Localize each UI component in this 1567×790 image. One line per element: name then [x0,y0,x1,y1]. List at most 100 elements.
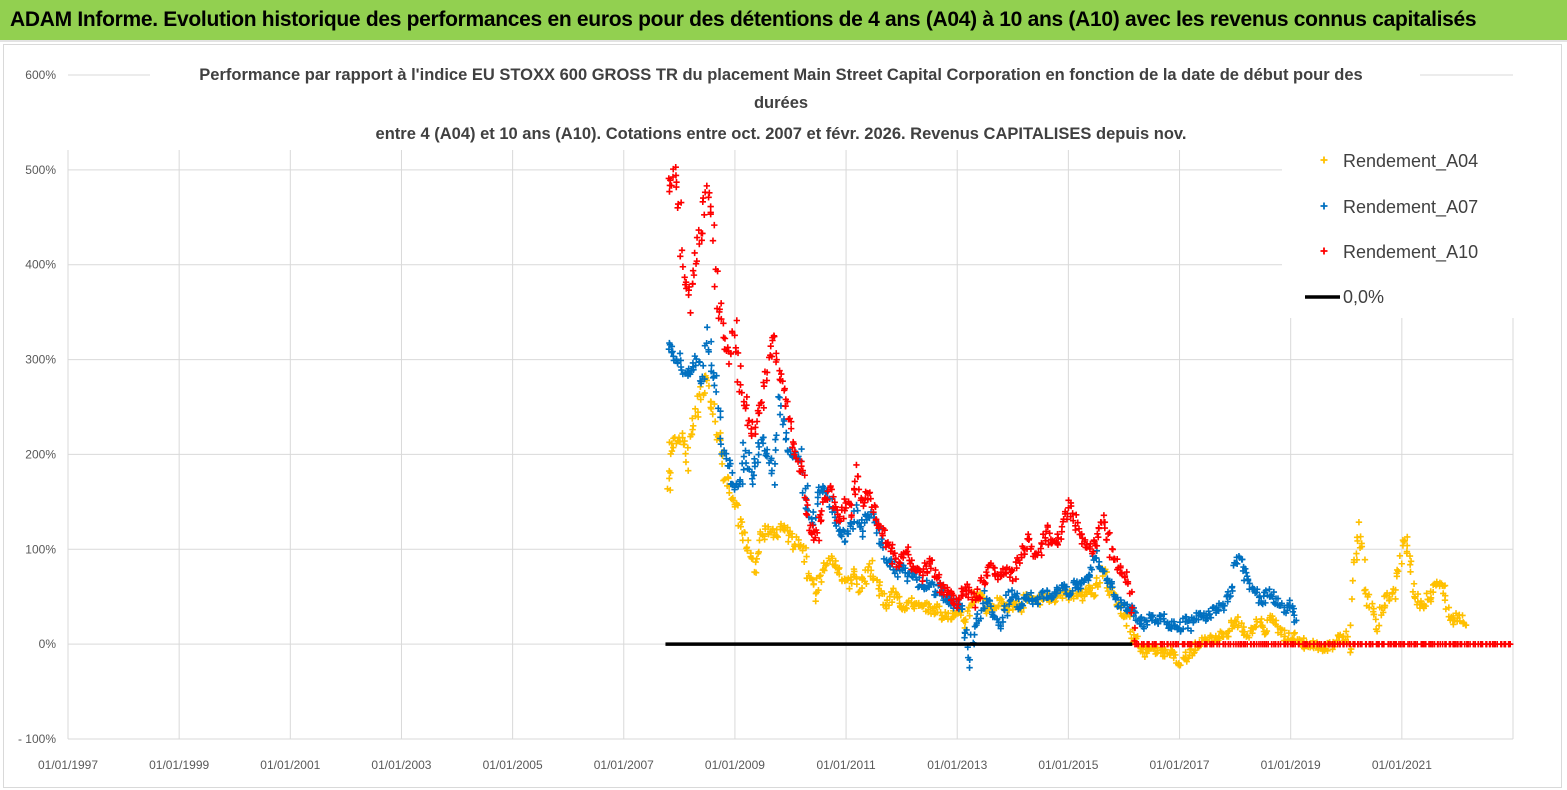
data-point-a07 [844,527,851,535]
data-point-a10 [809,522,816,529]
data-point-a10 [798,458,805,465]
data-point-a04 [733,500,740,508]
data-point-a10 [711,221,718,229]
y-tick-label: 300% [25,353,56,367]
data-point-a10 [696,240,703,248]
data-point-a10 [786,415,793,422]
data-point-a10 [974,585,981,593]
data-point-a10 [828,486,835,493]
data-point-a07 [826,503,833,511]
data-point-a07 [754,459,762,466]
data-point-a04 [1281,633,1289,640]
data-point-a04 [847,576,855,584]
data-point-a04 [725,475,732,482]
data-point-a10 [743,401,750,409]
data-point-a10 [744,422,751,429]
data-point-a10 [672,164,679,171]
data-point-a07 [1086,573,1093,581]
data-point-a04 [1234,613,1242,621]
data-point-a10 [867,495,874,502]
data-point-a04 [1400,538,1407,545]
data-point-a04 [1094,583,1102,591]
chart-frame [3,44,1562,788]
data-point-a04 [802,544,810,552]
data-point-a04 [1238,619,1245,627]
data-point-a04 [1349,577,1356,584]
data-point-a04 [828,553,835,560]
data-point-a10 [1002,570,1010,577]
data-point-a07 [779,421,787,428]
data-point-a04 [692,405,699,412]
data-point-a10 [1016,559,1023,567]
data-point-a04 [883,596,891,604]
data-point-a07 [742,459,750,467]
y-tick-label: - 100% [18,732,56,746]
data-point-a04 [1386,593,1393,601]
data-point-a04 [866,560,873,568]
data-point-a04 [1403,542,1411,549]
data-point-a04 [753,555,760,563]
data-point-a07 [987,602,995,610]
data-point-a04 [1245,634,1253,641]
data-point-a10 [1090,548,1097,555]
data-point-a07 [804,482,811,490]
data-point-a07 [740,453,748,460]
data-point-a10 [848,511,855,519]
data-point-a07 [810,508,817,516]
data-point-a10 [1106,529,1113,537]
data-point-a04 [1361,556,1369,563]
data-point-a10 [790,440,797,448]
data-point-a04 [957,611,965,619]
data-point-a04 [739,537,747,544]
data-point-a04 [718,460,726,468]
data-point-a04 [680,441,687,448]
data-point-a04 [737,523,744,530]
data-point-a07 [1224,598,1231,605]
data-point-a04 [726,489,733,497]
x-tick-label: 01/01/2015 [1038,758,1098,772]
data-point-a04 [1277,631,1285,638]
data-point-a04 [1411,595,1419,602]
data-point-a04 [667,486,674,494]
data-point-a04 [1379,609,1387,616]
data-point-a07 [780,417,788,425]
data-point-a10 [817,511,824,519]
legend: Rendement_A04 Rendement_A07 Rendement_A10 0… [1282,144,1514,318]
data-point-a04 [1059,594,1066,602]
data-point-a07 [1144,621,1151,629]
data-point-a07 [763,453,771,460]
title-background [150,62,1420,150]
data-point-a07 [1289,608,1297,615]
data-point-a10 [1045,541,1052,548]
data-point-a07 [739,439,747,446]
data-point-a07 [782,436,789,443]
data-point-a04 [1290,630,1298,638]
data-point-a04 [1123,622,1130,630]
data-point-a07 [1034,601,1042,608]
legend-label: Rendement_A10 [1343,242,1478,263]
data-point-a10 [1093,542,1101,550]
data-point-a07 [755,443,763,451]
data-point-a04 [925,600,933,608]
data-point-a07 [692,362,699,369]
data-point-a07 [1154,619,1162,627]
data-point-a10 [672,172,680,179]
data-point-a10 [689,267,697,274]
data-point-a04 [815,587,822,594]
data-point-a10 [718,315,725,323]
data-point-a07 [1007,596,1015,603]
data-point-a07 [963,626,970,634]
data-point-a07 [776,411,784,418]
data-point-a10 [919,572,927,579]
data-point-a04 [1373,628,1381,635]
data-point-a07 [1123,601,1131,608]
data-point-a10 [866,489,874,496]
data-point-a04 [774,533,782,541]
data-point-a04 [1410,580,1418,587]
data-point-a07 [1166,623,1174,631]
data-point-a04 [853,580,861,588]
data-point-a07 [697,380,705,387]
data-point-a04 [1433,578,1440,586]
data-point-a04 [705,382,713,390]
data-point-a07 [717,414,724,421]
